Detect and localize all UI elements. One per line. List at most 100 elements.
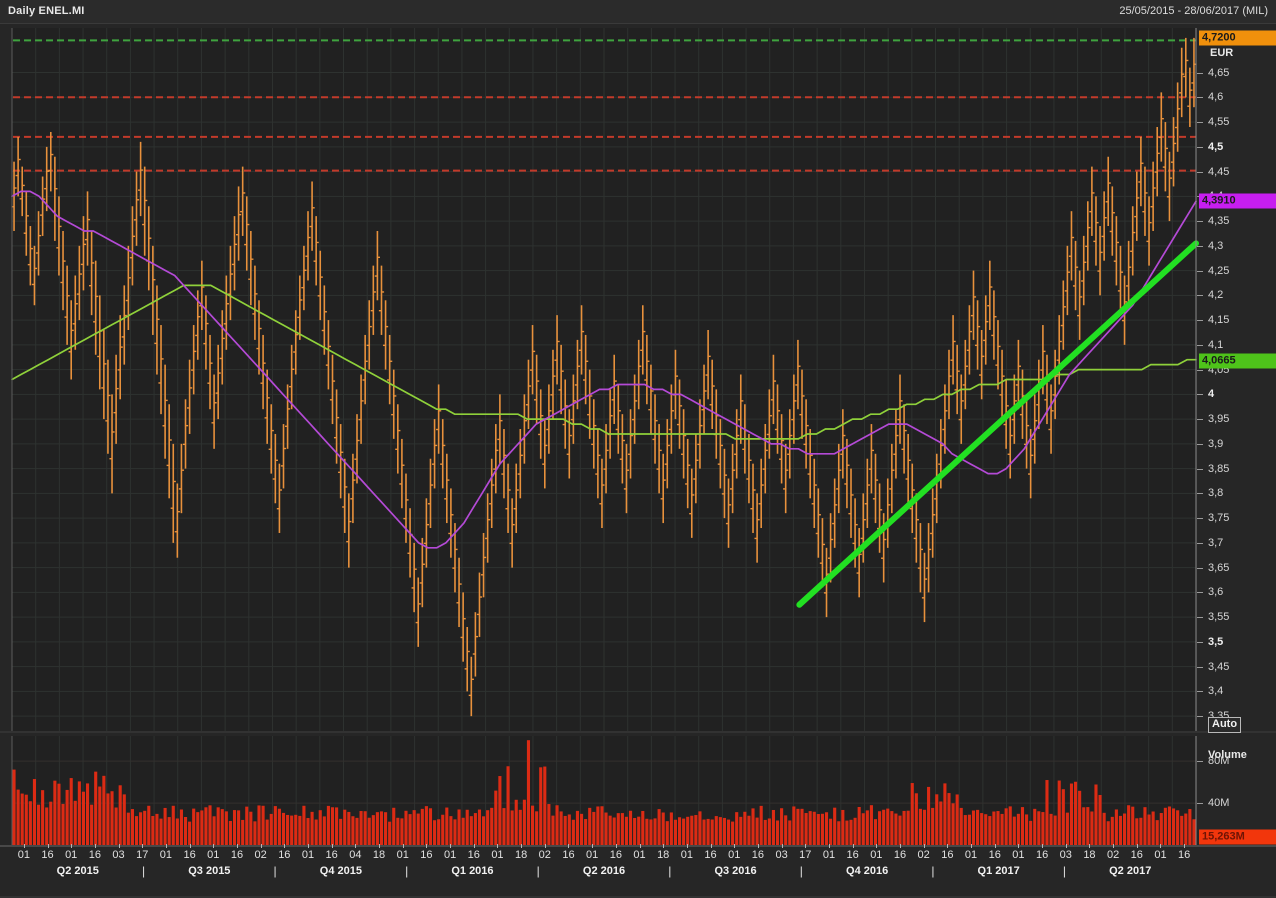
volume-bar <box>326 805 330 845</box>
volume-bar <box>367 817 371 845</box>
volume-bar <box>567 814 571 845</box>
ma-fast-badge[interactable]: 4,3910 <box>1199 193 1276 209</box>
volume-bar <box>535 811 539 845</box>
volume-bar <box>992 811 996 845</box>
ma-slow-badge[interactable]: 4,0665 <box>1199 353 1276 369</box>
date-tick-mark <box>94 844 96 848</box>
volume-bar <box>134 816 139 845</box>
volume-bar <box>1176 810 1180 845</box>
volume-bar <box>559 811 563 845</box>
price-volume-chart[interactable] <box>0 24 1276 898</box>
price-tick-label: 3,4 <box>1208 685 1224 698</box>
volume-bar <box>151 816 155 845</box>
volume-bar <box>816 814 820 845</box>
volume-bar <box>302 805 306 845</box>
volume-bar <box>1049 813 1053 845</box>
volume-bar <box>592 811 596 845</box>
date-tick-mark <box>308 844 309 848</box>
volume-bar <box>788 820 792 845</box>
volume-bar <box>375 812 379 845</box>
volume-bar <box>784 815 788 845</box>
volume-bar <box>551 815 555 845</box>
volume-bar <box>1020 807 1025 845</box>
volume-bar <box>457 809 461 845</box>
date-tick-label: 18 <box>657 849 670 861</box>
trendline-uptrend-support[interactable] <box>796 240 1199 608</box>
volume-bar <box>90 804 94 845</box>
date-tick-mark <box>568 844 570 848</box>
auto-scale-button[interactable]: Auto <box>1208 717 1242 733</box>
date-tick-mark <box>1018 844 1020 848</box>
volume-bar <box>677 817 682 845</box>
volume-bar <box>314 819 318 845</box>
last-volume-badge[interactable]: 15,263M <box>1199 829 1276 845</box>
volume-tick-mark <box>1197 803 1203 805</box>
date-tick-label: 02 <box>917 849 930 861</box>
volume-bar <box>424 806 428 845</box>
volume-bar <box>1159 813 1163 845</box>
volume-bar <box>922 809 927 845</box>
date-tick-mark <box>189 844 191 848</box>
volume-bar <box>1135 818 1139 845</box>
volume-bar <box>1098 794 1102 845</box>
volume-bar <box>294 814 298 845</box>
volume-bar <box>1155 820 1159 845</box>
volume-bar <box>669 812 673 845</box>
volume-bar <box>179 809 183 845</box>
volume-bar <box>796 808 800 845</box>
volume-bar <box>1074 781 1078 845</box>
annotation-lines[interactable] <box>13 39 1196 172</box>
volume-bar <box>714 816 718 845</box>
volume-bar <box>882 809 886 845</box>
volume-bar <box>167 817 171 845</box>
volume-bar <box>220 809 224 845</box>
volume-bar <box>653 818 657 845</box>
volume-bar <box>1147 814 1151 845</box>
date-tick-label: 16 <box>751 849 765 861</box>
volume-bar <box>277 808 281 845</box>
volume-bar <box>792 806 796 845</box>
volume-bar <box>253 821 257 845</box>
date-tick-mark <box>497 844 499 848</box>
volume-bar <box>1025 814 1029 845</box>
date-tick-label: 01 <box>633 849 646 861</box>
volume-bar <box>498 776 502 845</box>
price-tick-label: 3,8 <box>1208 487 1224 500</box>
date-tick-mark <box>1184 844 1186 848</box>
volume-bar <box>347 811 351 845</box>
date-tick-label: 18 <box>372 849 386 861</box>
date-tick-label: 16 <box>420 849 433 861</box>
volume-bar <box>355 817 359 845</box>
volume-bar <box>547 804 551 845</box>
date-tick-label: 16 <box>609 849 622 861</box>
volume-bar <box>1106 821 1110 845</box>
plot-area[interactable] <box>0 24 1276 898</box>
date-tick-mark <box>213 844 215 848</box>
volume-bar <box>878 811 882 845</box>
volume-bar <box>416 813 420 845</box>
volume-bar <box>894 813 898 845</box>
date-tick-mark <box>544 844 546 848</box>
volume-bar <box>286 814 290 845</box>
price-tick-mark <box>1197 716 1203 718</box>
volume-bar <box>249 811 253 845</box>
volume-bar <box>36 804 41 845</box>
volume-bar <box>310 811 314 845</box>
date-tick-mark <box>23 844 25 848</box>
date-tick-mark <box>710 844 712 848</box>
volume-bar <box>139 812 143 845</box>
last-price-badge[interactable]: 4,7200 <box>1199 30 1276 46</box>
volume-bar <box>743 811 747 845</box>
date-tick-mark <box>639 844 641 848</box>
volume-bar <box>204 807 208 845</box>
date-tick-label: 01 <box>1012 849 1025 861</box>
volume-bar <box>996 811 1000 845</box>
volume-bar <box>12 769 16 845</box>
quarter-separator: | <box>273 864 277 878</box>
volume-bar <box>269 813 273 845</box>
volume-bar <box>196 812 200 845</box>
price-bars <box>11 37 1197 717</box>
volume-bar <box>608 815 612 845</box>
date-tick-mark <box>663 844 665 848</box>
volume-bar <box>1053 815 1057 845</box>
